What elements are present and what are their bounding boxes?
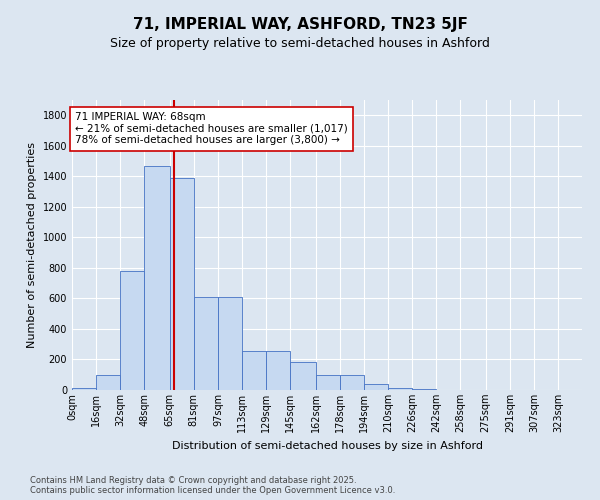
Bar (290, 362, 316, 390)
Bar (364, 384, 388, 390)
Y-axis label: Number of semi-detached properties: Number of semi-detached properties (27, 142, 37, 348)
Bar (242, 351, 266, 390)
Bar (120, 271, 144, 390)
Bar (412, 389, 436, 390)
Bar (194, 297, 218, 390)
Bar (144, 166, 170, 390)
Bar (388, 388, 412, 390)
Bar (72, 388, 96, 390)
X-axis label: Distribution of semi-detached houses by size in Ashford: Distribution of semi-detached houses by … (172, 440, 482, 450)
Bar (218, 297, 242, 390)
Bar (96, 374, 120, 390)
Bar (340, 374, 364, 390)
Text: Contains HM Land Registry data © Crown copyright and database right 2025.
Contai: Contains HM Land Registry data © Crown c… (30, 476, 395, 495)
Text: Size of property relative to semi-detached houses in Ashford: Size of property relative to semi-detach… (110, 38, 490, 51)
Text: 71, IMPERIAL WAY, ASHFORD, TN23 5JF: 71, IMPERIAL WAY, ASHFORD, TN23 5JF (133, 18, 467, 32)
Bar (266, 351, 290, 390)
Text: 71 IMPERIAL WAY: 68sqm
← 21% of semi-detached houses are smaller (1,017)
78% of : 71 IMPERIAL WAY: 68sqm ← 21% of semi-det… (75, 112, 348, 146)
Bar (316, 374, 340, 390)
Bar (170, 178, 194, 390)
